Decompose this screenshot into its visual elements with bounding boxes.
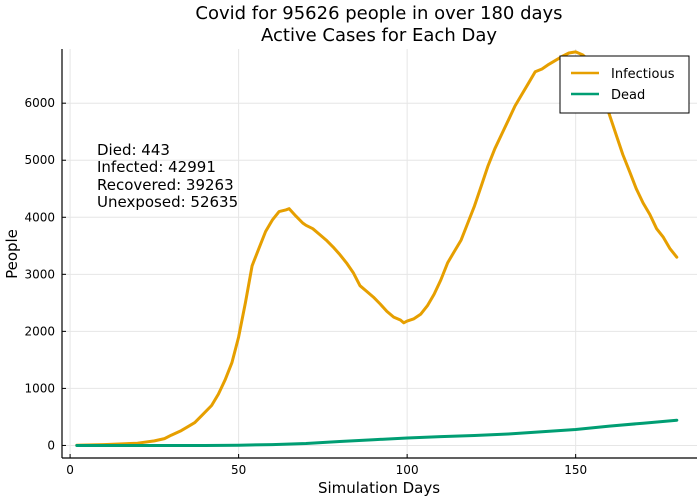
legend-label-infectious: Infectious (611, 67, 675, 82)
series-line-dead (75, 418, 679, 447)
y-tick-label: 2000 (24, 324, 55, 338)
annotation-recovered: Recovered: 39263 (97, 176, 234, 194)
y-tick-label: 3000 (24, 267, 55, 281)
legend: Infectious Dead (559, 55, 690, 114)
chart-title: Covid for 95626 people in over 180 days (195, 3, 562, 24)
legend-label-dead: Dead (611, 88, 645, 103)
annotation-unexposed: Unexposed: 52635 (97, 193, 238, 211)
y-tick-label: 4000 (24, 210, 55, 224)
y-tick-label: 1000 (24, 381, 55, 395)
y-tick-label: 6000 (24, 96, 55, 110)
y-tick-label: 0 (47, 438, 55, 452)
x-gridlines (69, 49, 577, 458)
y-tick-label: 5000 (24, 153, 55, 167)
x-tick-label: 50 (231, 463, 246, 477)
y-axis-label: People (3, 229, 21, 279)
stats-annotation: Died: 443 Infected: 42991 Recovered: 392… (97, 141, 238, 211)
x-ticks: 0 50 100 150 (66, 454, 587, 477)
legend-box (559, 55, 690, 114)
y-ticks: 0 1000 2000 3000 4000 5000 6000 (24, 96, 66, 452)
annotation-infected: Infected: 42991 (97, 158, 216, 176)
x-tick-label: 100 (396, 463, 419, 477)
x-tick-label: 0 (66, 463, 74, 477)
x-axis-label: Simulation Days (318, 479, 440, 497)
chart-subtitle: Active Cases for Each Day (261, 25, 497, 46)
x-tick-label: 150 (564, 463, 587, 477)
annotation-died: Died: 443 (97, 141, 170, 159)
